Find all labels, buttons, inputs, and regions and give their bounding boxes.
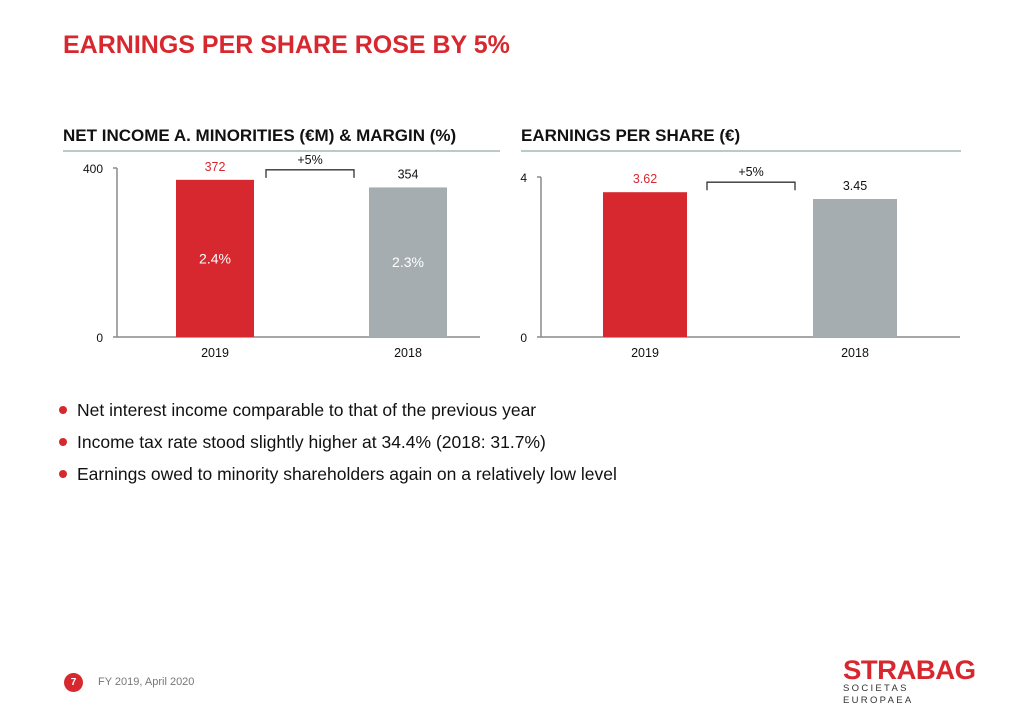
- bullet-item: Net interest income comparable to that o…: [55, 397, 617, 429]
- page-number-badge: 7: [64, 673, 83, 692]
- x-tick-label: 2019: [631, 346, 659, 360]
- bar-2019: [603, 192, 687, 337]
- bullet-item: Income tax rate stood slightly higher at…: [55, 429, 617, 461]
- change-annotation: +5%: [738, 165, 763, 179]
- bullet-dot-icon: [59, 470, 67, 479]
- logo-subtitle: SOCIETAS EUROPAEA: [843, 683, 914, 706]
- y-tick-label: 4: [520, 171, 527, 185]
- data-label: 3.62: [633, 172, 657, 186]
- change-annotation: +5%: [297, 153, 322, 167]
- chart-title-net-income: NET INCOME A. MINORITIES (€M) & MARGIN (…: [63, 126, 457, 145]
- x-tick-label: 2018: [394, 346, 422, 360]
- data-label: 372: [205, 160, 226, 174]
- bullet-dot-icon: [59, 438, 67, 447]
- bullet-dot-icon: [59, 406, 67, 415]
- x-tick-label: 2018: [841, 346, 869, 360]
- bar-2018: [813, 199, 897, 337]
- logo-wordmark: STRABAG: [843, 655, 976, 685]
- change-bracket: [265, 169, 355, 178]
- y-tick-label: 0: [520, 331, 527, 345]
- data-label: 354: [398, 167, 419, 181]
- data-label: 3.45: [843, 179, 867, 193]
- strabag-logo: STRABAG SOCIETAS EUROPAEA: [843, 655, 976, 707]
- chart-title-divider: [521, 150, 961, 152]
- x-tick-label: 2019: [201, 346, 229, 360]
- bar-2018: [369, 187, 447, 337]
- footer-text: FY 2019, April 2020: [98, 676, 195, 688]
- slide-title: EARNINGS PER SHARE ROSE BY 5%: [63, 31, 510, 59]
- bar-2019: [176, 179, 254, 337]
- margin-label: 2.4%: [199, 250, 231, 266]
- chart-title-eps: EARNINGS PER SHARE (€): [521, 126, 741, 145]
- bullet-item: Earnings owed to minority shareholders a…: [55, 461, 617, 493]
- net-income-chart: 400 0 372 2.4% 2019 354 2.3% 2018 +5%: [83, 153, 480, 360]
- y-tick-label: 400: [83, 162, 103, 176]
- change-bracket: [706, 181, 796, 191]
- chart-title-divider: [63, 150, 500, 152]
- eps-chart: 4 0 3.62 2019 3.45 2018 +5%: [520, 165, 960, 360]
- bullet-list: Net interest income comparable to that o…: [55, 397, 617, 493]
- y-tick-label: 0: [96, 331, 103, 345]
- margin-label: 2.3%: [392, 254, 424, 270]
